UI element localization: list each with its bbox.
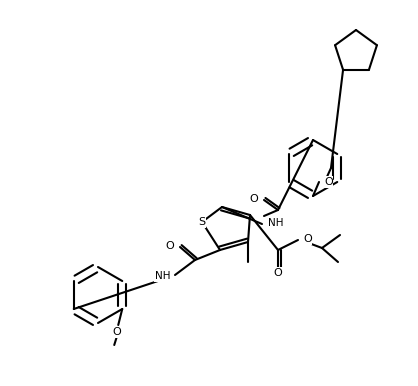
Text: NH: NH bbox=[268, 218, 283, 228]
Text: O: O bbox=[274, 268, 283, 278]
Text: O: O bbox=[165, 241, 174, 251]
Text: O: O bbox=[249, 194, 258, 204]
Text: S: S bbox=[199, 217, 206, 227]
Text: O: O bbox=[113, 327, 122, 337]
Text: NH: NH bbox=[155, 271, 170, 281]
Text: O: O bbox=[303, 234, 312, 244]
Text: O: O bbox=[324, 177, 333, 187]
